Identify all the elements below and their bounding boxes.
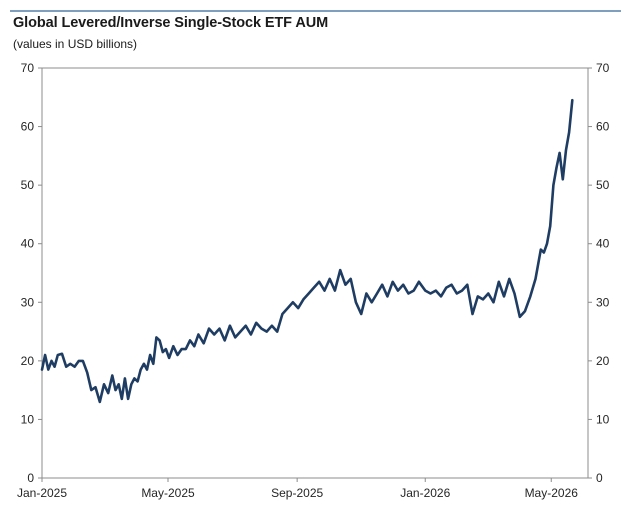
y-axis-left-ticks: 0 10 20 30 40 50 60 70 xyxy=(21,61,42,485)
y-tick-label-right: 30 xyxy=(596,295,610,309)
series-group xyxy=(40,98,574,404)
y-tick-label-left: 0 xyxy=(27,471,34,485)
y-tick-label-left: 40 xyxy=(21,237,35,251)
y-tick-label-right: 20 xyxy=(596,354,610,368)
y-tick-label-left: 30 xyxy=(21,295,35,309)
title-rule xyxy=(10,10,621,12)
chart-subtitle: (values in USD billions) xyxy=(13,37,138,51)
x-tick-label: Sep-2025 xyxy=(271,486,323,500)
y-tick-label-right: 0 xyxy=(596,471,603,485)
x-tick-label: May-2026 xyxy=(525,486,579,500)
x-tick-label: May-2025 xyxy=(141,486,195,500)
chart-title: Global Levered/Inverse Single-Stock ETF … xyxy=(13,15,329,31)
axes xyxy=(41,67,589,479)
y-tick-label-left: 10 xyxy=(21,412,35,426)
y-tick-label-right: 70 xyxy=(596,61,610,75)
y-tick-label-left: 50 xyxy=(21,178,35,192)
aum-series-line xyxy=(40,98,574,404)
y-tick-label-right: 60 xyxy=(596,120,610,134)
x-axis-ticks: Jan-2025 May-2025 Sep-2025 Jan-2026 May-2026 xyxy=(17,478,578,500)
y-tick-label-left: 70 xyxy=(21,61,35,75)
y-tick-label-left: 60 xyxy=(21,120,35,134)
y-tick-label-right: 10 xyxy=(596,412,610,426)
y-tick-label-right: 50 xyxy=(596,178,610,192)
y-tick-label-right: 40 xyxy=(596,237,610,251)
y-tick-label-left: 20 xyxy=(21,354,35,368)
y-axis-right-ticks: 0 10 20 30 40 50 60 70 xyxy=(588,61,610,485)
x-tick-label: Jan-2025 xyxy=(17,486,67,500)
plot-area-frame xyxy=(41,67,589,479)
x-tick-label: Jan-2026 xyxy=(400,486,450,500)
